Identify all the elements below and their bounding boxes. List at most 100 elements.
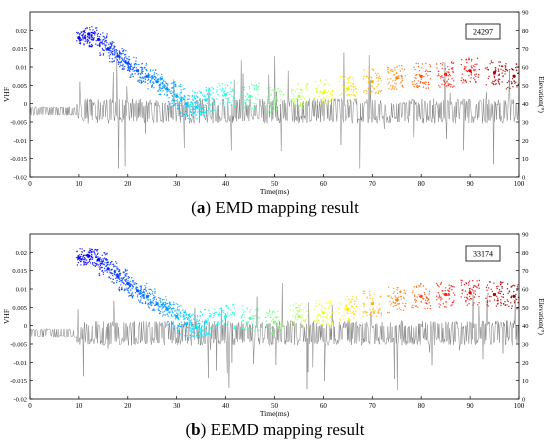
source-point <box>95 27 97 29</box>
source-point <box>209 104 212 107</box>
source-point <box>371 85 373 87</box>
source-point <box>201 313 204 316</box>
source-point <box>351 295 353 298</box>
source-point <box>487 287 490 289</box>
source-point <box>123 57 126 59</box>
source-point <box>298 92 300 94</box>
source-point <box>441 289 443 292</box>
source-point <box>214 109 216 111</box>
source-point <box>168 307 170 310</box>
source-point <box>393 74 395 76</box>
source-point <box>145 287 147 289</box>
source-point <box>511 285 514 287</box>
source-point <box>233 315 236 317</box>
source-point <box>277 310 279 313</box>
source-point <box>305 86 307 88</box>
source-point <box>299 326 301 328</box>
source-point <box>89 249 92 252</box>
source-point <box>194 98 196 100</box>
source-point <box>150 289 153 291</box>
source-point <box>305 318 307 320</box>
source-point <box>400 290 402 292</box>
source-point <box>116 52 119 54</box>
source-point <box>511 295 513 297</box>
source-point <box>292 93 294 95</box>
source-point <box>323 316 325 319</box>
source-point <box>125 269 127 272</box>
source-point <box>114 52 116 54</box>
source-point <box>270 94 272 97</box>
source-point <box>510 83 513 85</box>
source-point <box>330 303 332 306</box>
source-point <box>478 68 480 71</box>
source-point <box>477 283 480 285</box>
source-point <box>76 256 78 259</box>
x-tick-label: 100 <box>514 402 525 410</box>
source-point <box>137 294 139 296</box>
source-point <box>105 44 107 46</box>
source-point <box>320 310 323 313</box>
source-point <box>486 303 488 306</box>
source-point <box>294 90 297 93</box>
source-point <box>388 88 390 90</box>
source-point <box>113 273 116 276</box>
source-point <box>464 296 466 298</box>
source-point <box>201 107 203 109</box>
source-point <box>397 300 399 302</box>
source-point <box>468 295 471 298</box>
source-point <box>428 302 430 304</box>
count-label-box <box>465 23 501 40</box>
source-point <box>212 324 214 327</box>
source-point <box>452 67 454 69</box>
source-point <box>148 295 150 297</box>
source-point <box>502 69 504 72</box>
source-point <box>272 98 277 102</box>
source-point <box>104 270 106 272</box>
source-point <box>162 311 164 313</box>
source-point <box>490 60 493 62</box>
count-label-box <box>465 245 501 262</box>
source-point <box>168 97 170 99</box>
source-point <box>128 56 130 58</box>
source-point <box>243 106 246 109</box>
source-point <box>254 106 256 108</box>
source-point <box>325 317 327 319</box>
source-point <box>133 56 135 59</box>
source-point <box>140 80 142 82</box>
source-point <box>396 304 398 306</box>
source-point <box>297 102 299 104</box>
source-point <box>229 81 232 84</box>
source-point <box>192 103 194 105</box>
source-point <box>255 326 257 328</box>
source-point <box>329 91 332 93</box>
source-point <box>198 103 200 106</box>
source-point <box>163 305 166 307</box>
source-point <box>268 108 270 110</box>
source-point <box>204 94 206 97</box>
source-point <box>134 73 136 75</box>
source-point <box>94 253 96 255</box>
source-point <box>144 293 146 295</box>
source-point <box>113 265 115 267</box>
source-point <box>255 85 257 88</box>
source-point <box>515 69 518 71</box>
source-point <box>184 315 186 317</box>
source-point <box>125 56 127 58</box>
source-point <box>198 319 201 321</box>
source-point <box>108 264 111 266</box>
source-point <box>233 105 236 108</box>
source-point <box>118 60 120 63</box>
source-point <box>155 76 157 79</box>
source-point <box>258 329 260 331</box>
source-point <box>127 287 130 290</box>
source-point <box>136 70 139 73</box>
source-point <box>150 293 152 296</box>
source-point <box>347 309 349 311</box>
source-point <box>124 268 127 270</box>
source-point <box>108 57 111 59</box>
source-point <box>466 61 468 64</box>
source-point <box>253 107 255 110</box>
source-point <box>265 104 268 106</box>
source-point <box>353 303 356 305</box>
source-point <box>226 313 229 316</box>
